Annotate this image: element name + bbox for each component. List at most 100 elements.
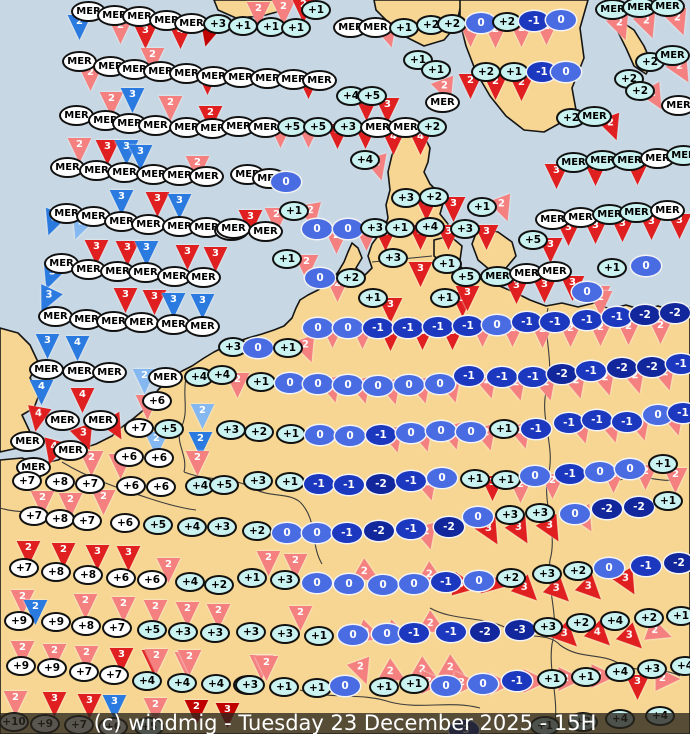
temp-marker: -1	[512, 312, 542, 332]
wind-marker: 3	[84, 545, 111, 571]
temp-marker: -1	[612, 412, 642, 432]
temp-marker: +1	[304, 626, 334, 646]
temp-marker: +1	[237, 568, 267, 588]
temp-marker: +6	[106, 568, 136, 588]
temp-marker: -2	[366, 474, 396, 494]
wind-marker: 3	[94, 140, 121, 166]
temp-marker: +6	[116, 476, 146, 496]
wind-marker: 2	[457, 74, 484, 100]
temp-marker: +7	[99, 665, 129, 685]
temp-marker: +4	[175, 572, 205, 592]
temp-marker: +3	[495, 505, 525, 525]
temp-marker: +1	[460, 469, 490, 489]
temp-marker: 0	[338, 625, 368, 645]
temp-marker: -2	[664, 553, 690, 573]
mer-marker: MER	[162, 216, 197, 237]
temp-marker: +1	[302, 678, 332, 698]
temp-marker: +5	[154, 419, 184, 439]
mer-marker: MER	[302, 70, 337, 91]
temp-marker: +1	[571, 667, 601, 687]
temp-marker: -1	[554, 413, 584, 433]
wind-marker: 4	[28, 380, 55, 406]
wind-marker: 3	[132, 24, 159, 50]
wind-marker: 2	[662, 468, 689, 494]
temp-marker: 0	[431, 676, 461, 696]
temp-marker: +1	[228, 16, 258, 36]
wind-marker: 2	[255, 551, 282, 577]
temp-marker: +5	[303, 117, 333, 137]
temp-marker: +1	[281, 18, 311, 38]
temp-marker: -2	[364, 521, 394, 541]
wind-marker: 2	[253, 656, 280, 682]
mer-marker: MER	[69, 309, 104, 330]
wind-marker: 3	[166, 194, 193, 220]
temp-marker: -1	[396, 519, 426, 539]
temp-marker: +2	[336, 268, 366, 288]
temp-marker: 0	[303, 318, 333, 338]
temp-marker: 0	[572, 282, 602, 302]
temp-marker: -1	[454, 366, 484, 386]
temp-marker: -2	[547, 364, 577, 384]
temp-marker: +2	[242, 521, 272, 541]
temp-marker: +1	[272, 249, 302, 269]
mer-marker: MER	[537, 261, 572, 282]
temp-marker: +4	[350, 150, 380, 170]
mer-marker: MER	[107, 162, 142, 183]
temp-marker: 0	[546, 10, 576, 30]
temp-marker: +2	[437, 14, 467, 34]
temp-marker: -2	[660, 303, 690, 323]
wind-marker: 3	[374, 98, 401, 124]
wind-marker: 2	[110, 597, 137, 623]
temp-marker: +5	[357, 86, 387, 106]
wind-marker: 3	[144, 192, 171, 218]
mer-marker: MER	[62, 51, 97, 72]
temp-marker: 0	[305, 425, 335, 445]
wind-marker: 2	[66, 138, 93, 164]
temp-marker: 0	[394, 375, 424, 395]
temp-marker: +1	[430, 288, 460, 308]
temp-marker: -1	[576, 361, 606, 381]
wind-marker: 3	[41, 692, 68, 718]
temp-marker: -1	[572, 310, 602, 330]
mer-marker: MER	[59, 105, 94, 126]
mer-marker: MER	[189, 166, 224, 187]
wind-marker: 3	[624, 675, 651, 701]
temp-marker: +3	[207, 517, 237, 537]
temp-marker: +2	[417, 117, 447, 137]
temp-marker: +3	[533, 617, 563, 637]
temp-marker: 0	[372, 624, 402, 644]
mer-marker: MER	[29, 359, 64, 380]
temp-marker: +2	[566, 613, 596, 633]
temp-marker: +8	[41, 562, 71, 582]
wind-marker: 3	[407, 262, 434, 288]
temp-marker: 0	[271, 172, 301, 192]
temp-marker: -1	[602, 307, 632, 327]
temp-marker: +1	[399, 674, 429, 694]
wind-marker: 3	[34, 334, 61, 360]
mer-marker: MER	[122, 6, 157, 27]
temp-marker: +7	[12, 471, 42, 491]
temp-marker: +2	[634, 608, 664, 628]
temp-marker: 0	[463, 507, 493, 527]
temp-marker: +7	[75, 474, 105, 494]
temp-marker: 0	[330, 676, 360, 696]
wind-marker: 2	[174, 602, 201, 628]
wind-marker: 2	[508, 76, 535, 102]
temp-marker: +1	[273, 338, 303, 358]
temp-marker: +8	[45, 472, 75, 492]
mer-marker: MER	[45, 410, 80, 431]
temp-marker: -1	[518, 367, 548, 387]
mer-marker: MER	[162, 165, 197, 186]
mer-marker: MER	[592, 204, 627, 225]
temp-marker: +2	[492, 12, 522, 32]
temp-marker: +2	[419, 187, 449, 207]
temp-marker: -1	[502, 671, 532, 691]
mer-marker: MER	[216, 218, 251, 239]
temp-marker: +2	[625, 81, 655, 101]
wind-marker: 2	[143, 649, 170, 675]
temp-marker: 0	[302, 523, 332, 543]
caption-bar: (c) windmig - Tuesday 23 December 2025 -…	[0, 713, 690, 734]
temp-marker: 0	[368, 575, 398, 595]
temp-marker: 0	[302, 573, 332, 593]
mer-marker: MER	[661, 95, 690, 116]
